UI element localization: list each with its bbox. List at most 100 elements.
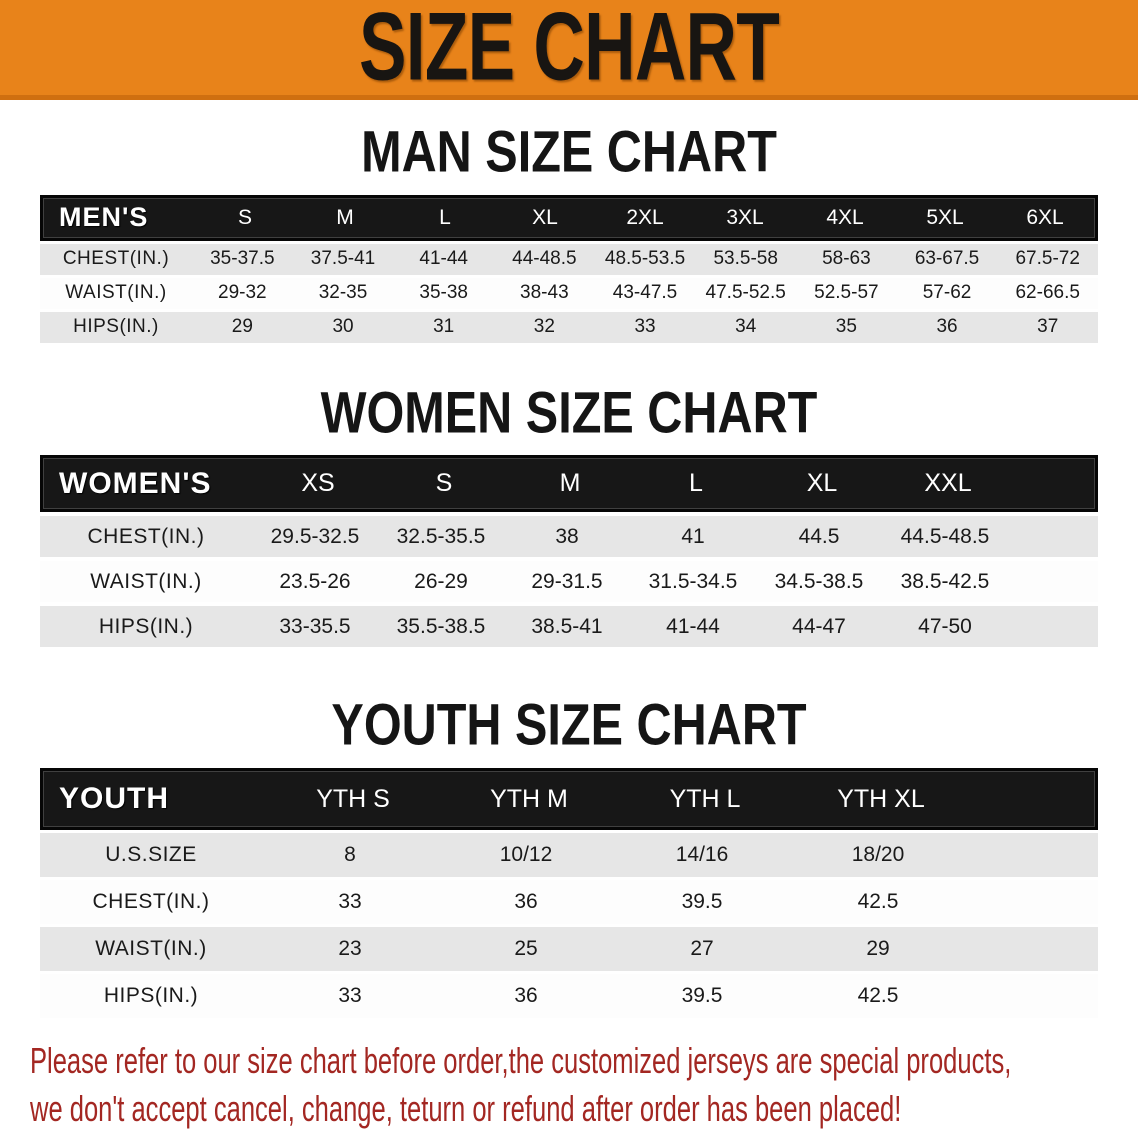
men-size-table: MEN'S S M L XL 2XL 3XL 4XL 5XL 6XL CHEST(IN.) 35-37… xyxy=(40,194,1098,343)
youth-size-col-1: YTH M xyxy=(490,784,568,813)
men-size-col-2: L xyxy=(439,205,451,229)
women-size-col-4: XL xyxy=(806,469,838,498)
men-cell-0-2: 41-44 xyxy=(419,248,468,270)
youth-cell-1-3: 42.5 xyxy=(857,890,899,914)
youth-size-col-3: YTH XL xyxy=(837,784,925,813)
men-cell-1-2: 35-38 xyxy=(419,282,468,304)
men-table-header: MEN'S S M L XL 2XL 3XL 4XL 5XL 6XL xyxy=(40,194,1098,241)
youth-cell-3-3: 42.5 xyxy=(857,984,899,1008)
youth-cell-3-2: 39.5 xyxy=(681,984,723,1008)
disclaimer-line-1-wrap: Please refer to our size chart before or… xyxy=(30,1038,1138,1086)
women-size-table: WOMEN'S XS S M L XL XXL CHEST(IN.) 29.5-32.5 32.5… xyxy=(40,455,1098,648)
youth-cell-3-1: 36 xyxy=(514,984,538,1008)
youth-row-label-3: HIPS(IN.) xyxy=(103,984,199,1008)
women-cell-1-1: 26-29 xyxy=(414,569,468,593)
men-cell-1-4: 43-47.5 xyxy=(612,282,678,304)
youth-cell-2-0: 23 xyxy=(338,937,362,961)
men-cell-2-4: 33 xyxy=(634,316,656,338)
men-table-row-0: CHEST(IN.) 35-37.5 37.5-41 41-44 44-48.5 48.5… xyxy=(40,243,1098,275)
men-table-row-1: WAIST(IN.) 29-32 32-35 35-38 38-43 43-47.5 47.… xyxy=(40,277,1098,309)
banner: SIZE CHART xyxy=(0,0,1138,100)
women-cell-2-0: 33-35.5 xyxy=(279,614,351,638)
men-cell-0-4: 48.5-53.5 xyxy=(604,248,686,270)
youth-cell-3-0: 33 xyxy=(338,984,362,1008)
women-cell-1-0: 23.5-26 xyxy=(279,569,351,593)
women-size-col-3: L xyxy=(689,469,703,498)
women-table-header: WOMEN'S XS S M L XL XXL xyxy=(40,455,1098,513)
youth-size-table: YOUTH YTH S YTH M YTH L YTH XL U.S.SIZE 8 10/12… xyxy=(40,768,1098,1019)
men-size-col-5: 3XL xyxy=(726,205,764,229)
disclaimer: Please refer to our size chart before or… xyxy=(0,1038,1138,1134)
youth-cell-0-0: 8 xyxy=(344,843,356,867)
youth-section-heading: YOUTH SIZE CHART xyxy=(0,695,1138,756)
youth-row-label-0: U.S.SIZE xyxy=(105,843,197,867)
men-cell-0-7: 63-67.5 xyxy=(914,248,980,270)
women-cell-2-1: 35.5-38.5 xyxy=(396,614,486,638)
women-cell-0-3: 41 xyxy=(681,524,705,548)
men-section-heading-text: MAN SIZE CHART xyxy=(361,119,777,185)
women-cell-0-2: 38 xyxy=(555,524,579,548)
men-cell-0-5: 53.5-58 xyxy=(713,248,778,270)
women-section: WOMEN SIZE CHART WOMEN'S XS S M L XL XXL CHEST(… xyxy=(0,380,1138,648)
youth-cell-0-3: 18/20 xyxy=(851,843,905,867)
women-cell-0-1: 32.5-35.5 xyxy=(396,524,486,548)
women-section-heading: WOMEN SIZE CHART xyxy=(0,380,1138,446)
men-cell-1-6: 52.5-57 xyxy=(814,282,879,304)
men-cell-0-3: 44-48.5 xyxy=(512,248,577,270)
men-size-col-3: XL xyxy=(532,205,558,229)
youth-table-header: YOUTH YTH S YTH M YTH L YTH XL xyxy=(40,768,1098,831)
men-cell-1-5: 47.5-52.5 xyxy=(705,282,786,304)
women-row-label-0: CHEST(IN.) xyxy=(87,524,205,548)
women-cell-2-3: 41-44 xyxy=(666,614,720,638)
men-row-label-1: WAIST(IN.) xyxy=(65,282,167,304)
women-size-col-5: XXL xyxy=(924,469,972,498)
disclaimer-line-2: we don't accept cancel, change, teturn o… xyxy=(30,1089,902,1130)
women-size-col-1: S xyxy=(435,469,453,498)
youth-table-row-0: U.S.SIZE 8 10/12 14/16 18/20 xyxy=(40,833,1098,878)
youth-cell-1-1: 36 xyxy=(514,890,538,914)
men-section: MAN SIZE CHART MEN'S S M L XL 2XL 3XL 4XL 5XL 6XL… xyxy=(0,119,1138,343)
men-cell-2-7: 36 xyxy=(936,316,958,338)
men-cell-0-6: 58-63 xyxy=(822,248,871,270)
men-table-row-2: HIPS(IN.) 29 30 31 32 33 34 35 36 37 xyxy=(40,311,1098,343)
women-table-row-0: CHEST(IN.) 29.5-32.5 32.5-35.5 38 41 44.5 44.5… xyxy=(40,516,1098,558)
women-cell-2-5: 47-50 xyxy=(918,614,972,638)
men-cell-1-7: 57-62 xyxy=(922,282,972,304)
women-cell-0-0: 29.5-32.5 xyxy=(270,524,360,548)
youth-size-col-0: YTH S xyxy=(316,784,390,813)
disclaimer-line-1: Please refer to our size chart before or… xyxy=(30,1041,1012,1082)
women-section-heading-text: WOMEN SIZE CHART xyxy=(320,380,818,446)
men-size-col-8: 6XL xyxy=(1026,205,1064,229)
men-cell-2-2: 31 xyxy=(433,316,455,338)
youth-table-row-2: WAIST(IN.) 23 25 27 29 xyxy=(40,927,1098,972)
women-table-row-2: HIPS(IN.) 33-35.5 35.5-38.5 38.5-41 41-44 44-… xyxy=(40,606,1098,648)
men-cell-2-3: 32 xyxy=(533,316,555,338)
youth-cell-2-2: 27 xyxy=(690,937,714,961)
youth-table-row-3: HIPS(IN.) 33 36 39.5 42.5 xyxy=(40,974,1098,1019)
disclaimer-line-2-wrap: we don't accept cancel, change, teturn o… xyxy=(30,1086,1138,1134)
youth-cell-1-0: 33 xyxy=(338,890,362,914)
men-corner-label: MEN'S xyxy=(59,202,149,233)
youth-table-row-1: CHEST(IN.) 33 36 39.5 42.5 xyxy=(40,880,1098,925)
men-row-label-0: CHEST(IN.) xyxy=(62,248,170,270)
women-row-label-1: WAIST(IN.) xyxy=(90,569,202,593)
men-cell-2-0: 29 xyxy=(231,316,253,338)
youth-row-label-1: CHEST(IN.) xyxy=(92,890,210,914)
youth-cell-1-2: 39.5 xyxy=(681,890,723,914)
men-cell-1-0: 29-32 xyxy=(218,282,267,304)
women-cell-2-2: 38.5-41 xyxy=(531,614,603,638)
women-cell-1-5: 38.5-42.5 xyxy=(900,569,990,593)
men-cell-2-5: 34 xyxy=(735,316,757,338)
youth-row-label-2: WAIST(IN.) xyxy=(95,937,207,961)
men-size-col-4: 2XL xyxy=(626,205,664,229)
men-size-col-6: 4XL xyxy=(826,205,864,229)
women-cell-1-4: 34.5-38.5 xyxy=(774,569,864,593)
men-cell-2-1: 30 xyxy=(332,316,354,338)
youth-cell-0-2: 14/16 xyxy=(675,843,729,867)
men-cell-0-1: 37.5-41 xyxy=(310,248,376,270)
men-size-col-1: M xyxy=(336,205,354,229)
youth-cell-2-1: 25 xyxy=(514,937,538,961)
women-cell-1-2: 29-31.5 xyxy=(531,569,603,593)
men-cell-1-3: 38-43 xyxy=(520,282,569,304)
youth-corner-label: YOUTH xyxy=(59,782,169,816)
